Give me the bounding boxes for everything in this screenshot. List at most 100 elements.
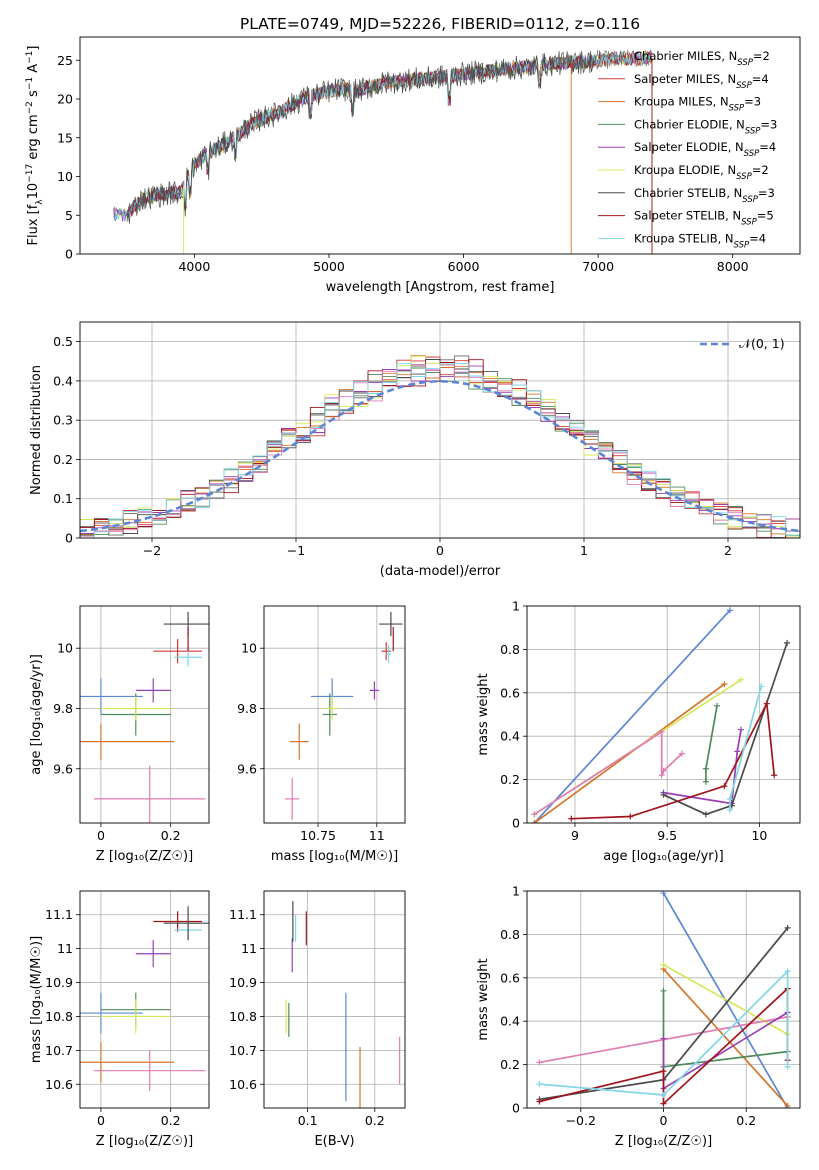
mass_vs_Z-xlabel: Z [log₁₀(Z/Z☉)] <box>96 1134 193 1149</box>
weight-marker <box>660 1035 667 1042</box>
errorbar-point <box>285 777 300 820</box>
weight-marker <box>784 1063 791 1070</box>
x-tick-label: −0.2 <box>566 1113 596 1128</box>
x-tick-label: 7000 <box>582 259 614 274</box>
legend-entry-tail: =4 <box>749 231 766 245</box>
weight_vs_Z-ylabel: mass weight <box>476 958 491 1040</box>
ylabel-part: −2 <box>25 101 35 114</box>
weight_vs_age-frame <box>526 605 801 824</box>
y-tick-label: 10.9 <box>45 975 73 990</box>
weight-line-pink <box>533 730 683 816</box>
y-tick-label: 0.8 <box>500 927 520 942</box>
y-tick-label: 10.6 <box>229 1077 257 1092</box>
y-tick-label: 0.2 <box>53 452 73 467</box>
weight-marker <box>726 607 733 614</box>
x-tick-label: −2 <box>143 543 161 558</box>
weight-marker <box>658 772 665 779</box>
mass_vs_Z-frame <box>79 890 210 1109</box>
y-tick-label: 1 <box>512 599 520 614</box>
y-tick-label: 0.5 <box>53 334 73 349</box>
weight-marker <box>726 806 733 813</box>
x-tick-label: 10.75 <box>300 828 336 843</box>
y-tick-label: 0.2 <box>500 1057 520 1072</box>
y-tick-label: 10 <box>57 641 73 656</box>
spectrum-line-kroupa_stelib <box>113 50 652 222</box>
legend-entry-base: Kroupa MILES, N <box>634 95 729 109</box>
x-tick-label: 0.2 <box>365 1113 385 1128</box>
legend-entry-base: Salpeter STELIB, N <box>634 209 741 223</box>
legend-entry: Chabrier MILES, NSSP=2 <box>634 49 770 68</box>
legend-entry-sub: SSP <box>734 240 750 250</box>
weight-marker <box>660 767 667 774</box>
y-tick-label: 0 <box>512 1101 520 1116</box>
panels: 4000 5000 6000 7000 80000510152025wavelength… <box>25 36 801 1149</box>
errorbar-point <box>100 696 171 721</box>
legend-entry-tail: =2 <box>752 163 769 177</box>
x-tick-label: 0 <box>660 1113 668 1128</box>
weight-line-salpeter_elodie <box>663 729 742 805</box>
weight_vs_Z-series <box>536 891 791 1108</box>
normal-reference-curve <box>80 379 800 533</box>
errorbar-point <box>163 906 209 941</box>
errorbar-point <box>369 681 380 700</box>
y-tick-label: 10 <box>57 169 73 184</box>
legend-entry-sub: SSP <box>741 218 757 228</box>
ylabel-part: 10 <box>26 183 41 200</box>
weight-marker <box>531 820 538 823</box>
weight-marker <box>702 765 709 772</box>
x-tick-label: 11 <box>369 828 385 843</box>
weight-marker <box>536 1081 543 1088</box>
weight-marker <box>660 1068 667 1075</box>
x-tick-label: 9.5 <box>657 828 677 843</box>
weight-marker <box>660 987 667 994</box>
spectrum-line-kroupa_miles <box>133 51 652 213</box>
legend-entry-tail: =4 <box>759 140 776 154</box>
weight-marker <box>713 702 720 709</box>
weight-line-chabrier_elodie <box>705 705 718 782</box>
y-tick-label: 1 <box>512 884 520 899</box>
spectrum-line-salpeter_elodie <box>113 50 652 222</box>
x-tick-label: 5000 <box>313 259 345 274</box>
legend-entry: Kroupa MILES, NSSP=3 <box>634 95 761 114</box>
weight-line-kroupa_elodie <box>663 964 789 1035</box>
y-tick-label: 10.6 <box>45 1077 73 1092</box>
legend-entry-tail: =5 <box>757 209 774 223</box>
errorbar-point <box>174 648 203 667</box>
y-tick-label: 0.6 <box>500 970 520 985</box>
weight-marker <box>784 924 791 931</box>
ylabel-part: ] <box>26 46 41 51</box>
y-tick-label: 9.8 <box>53 701 73 716</box>
errorbar-point <box>93 1050 206 1092</box>
mass_vs_ebv-axes: 0.1 0.2 10.6 10.7 10.8 10.9 11 11.1 <box>229 891 405 1128</box>
y-tick-label: 10 <box>241 641 257 656</box>
weight_vs_Z-axes: −0.2 0 0.2 0 0.2 0.4 0.6 0.8 1 <box>500 884 800 1128</box>
weight-marker <box>771 772 778 779</box>
legend-entry-base: Chabrier STELIB, N <box>634 186 742 200</box>
y-tick-label: 0.1 <box>53 491 73 506</box>
ylabel-part: A <box>26 64 41 77</box>
legend-entry: Salpeter ELODIE, NSSP=4 <box>634 140 776 159</box>
weight-marker <box>660 791 667 798</box>
spectrum-axes: 4000 5000 6000 7000 8000 0 5 10 15 20 25 <box>57 53 749 274</box>
legend-entry-sub: SSP <box>736 172 752 182</box>
weight_vs_Z-xlabel: Z [log₁₀(Z/Z☉)] <box>615 1134 712 1149</box>
x-tick-label: 0.1 <box>298 1113 318 1128</box>
spectrum-line-chabrier_miles <box>126 49 653 219</box>
legend-entry: Chabrier ELODIE, NSSP=3 <box>634 117 777 136</box>
spectrum-ylabel: Flux [fλ10−17 erg cm−2 s−1 A−1] <box>25 46 45 246</box>
errorbar-point <box>381 642 391 661</box>
weight-marker <box>784 639 791 646</box>
y-tick-label: 10.7 <box>229 1043 257 1058</box>
age_vs_Z-points <box>80 612 209 823</box>
x-tick-label: 1 <box>580 543 588 558</box>
weight-marker <box>721 783 728 790</box>
y-tick-label: 10.7 <box>45 1043 73 1058</box>
legend-entry: Salpeter MILES, NSSP=4 <box>634 72 769 91</box>
age_vs_mass-xlabel: mass [log₁₀(M/M☉)] <box>271 849 398 864</box>
histogram-series <box>80 355 800 538</box>
weight-line-blue <box>662 892 789 1108</box>
weight-line-kroupa_stelib <box>729 686 763 810</box>
legend-entry-tail: =2 <box>753 49 770 63</box>
weight_vs_age-xlabel: age [log₁₀(age/yr)] <box>603 849 724 864</box>
ylabel-part: Flux [f <box>26 204 41 245</box>
